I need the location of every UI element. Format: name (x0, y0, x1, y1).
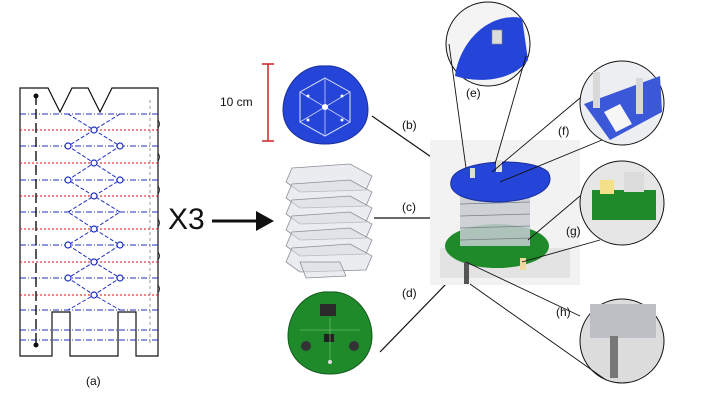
scale-bar-label: 10 cm (220, 95, 253, 109)
multiplier-label: X3 (168, 203, 205, 236)
label-c: (c) (402, 200, 416, 214)
origami-tower (285, 163, 373, 279)
mountain-folds (20, 129, 158, 296)
zoom-detail-g (579, 160, 665, 246)
assembled-robot (430, 140, 580, 285)
label-g: (g) (566, 224, 581, 238)
label-b: (b) (402, 118, 417, 132)
label-f: (f) (558, 124, 570, 138)
hole-markers (64, 126, 124, 299)
label-h: (h) (556, 305, 571, 319)
blue-plate (282, 65, 369, 145)
zoom-leaders (448, 43, 607, 381)
zoom-detail-e (445, 1, 531, 87)
label-a: (a) (86, 374, 101, 388)
zoom-detail-f (579, 60, 665, 146)
label-d: (d) (402, 286, 417, 300)
green-pcb (287, 291, 373, 375)
label-e: (e) (466, 86, 481, 100)
arrow-right-icon (212, 211, 274, 231)
valley-folds (20, 113, 158, 341)
crease-pattern (19, 87, 160, 357)
scale-bar (262, 63, 274, 142)
zoom-detail-h (579, 298, 665, 384)
